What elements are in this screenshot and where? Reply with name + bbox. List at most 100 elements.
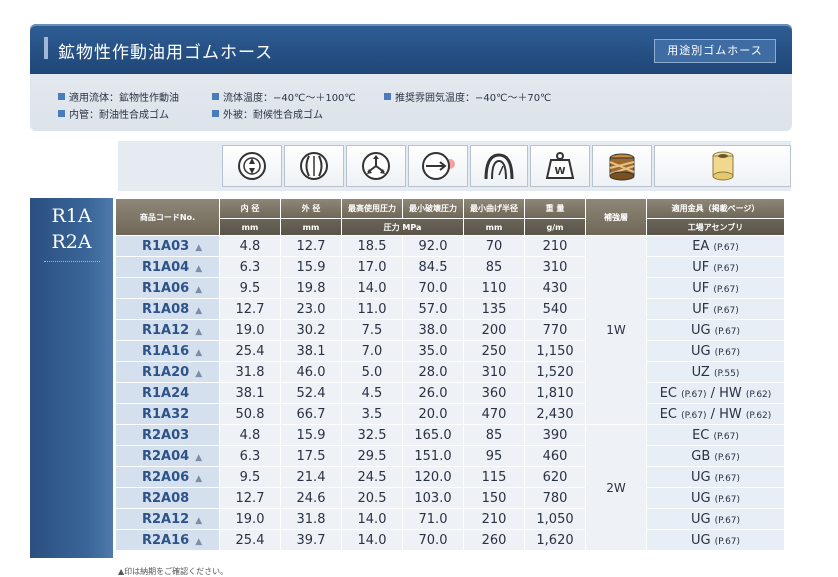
product-code[interactable]: R2A08 <box>142 490 190 506</box>
bullet-icon <box>212 110 219 117</box>
series-label-r2a: R2A <box>51 231 92 253</box>
product-code[interactable]: R2A03 <box>142 427 190 443</box>
fitting-page-ref[interactable]: (P.67) <box>713 284 739 295</box>
product-code[interactable]: R1A12 <box>142 322 190 338</box>
header-max-pressure: 最高使用圧力 <box>342 199 402 218</box>
fitting-page-ref[interactable]: (P.67) <box>714 515 741 526</box>
fitting-page-ref[interactable]: (P.67) <box>713 305 739 316</box>
table-row[interactable]: R1A24 38.1 52.4 4.5 26.0 360 1,810 EC (P.67) / … <box>116 383 784 403</box>
fitting-page-ref[interactable]: (P.62) <box>745 389 772 400</box>
table-row[interactable]: R1A03 ▲ 4.8 12.7 18.5 92.0 70 210 1W EA (P.67) <box>116 236 784 424</box>
max-pressure-cell: 20.5 <box>342 488 402 508</box>
spec-item: 外被：耐候性合成ゴム <box>212 106 323 121</box>
fitting-page-ref[interactable]: (P.67) <box>714 347 741 358</box>
unit-bend: mm <box>464 219 524 235</box>
min-burst-cell: 71.0 <box>403 509 463 529</box>
fitting-page-ref[interactable]: (P.67) <box>713 431 739 442</box>
weight-cell: 540 <box>525 299 585 319</box>
product-code-cell[interactable]: R1A03 ▲ <box>116 236 219 256</box>
product-code-cell[interactable]: R1A06 ▲ <box>116 278 219 298</box>
fitting-cell: UG (P.67) <box>647 530 784 550</box>
table-row[interactable]: R2A16 ▲ 25.4 39.7 14.0 70.0 260 1,620 UG (P.67) <box>116 530 784 550</box>
product-code[interactable]: R2A12 <box>142 511 190 527</box>
table-row[interactable]: R1A20 ▲ 31.8 46.0 5.0 28.0 310 1,520 UZ (P.55) <box>116 362 784 382</box>
weight-cell: 430 <box>525 278 585 298</box>
weight-cell: 1,620 <box>525 530 585 550</box>
product-code[interactable]: R1A32 <box>142 406 190 422</box>
product-code[interactable]: R1A06 <box>142 280 190 296</box>
fitting-page-ref[interactable]: (P.67) <box>713 242 739 253</box>
product-code-cell[interactable]: R2A08 <box>116 488 219 508</box>
min-burst-cell: 26.0 <box>403 383 463 403</box>
min-bend-cell: 250 <box>464 341 524 361</box>
weight-cell: 1,150 <box>525 341 585 361</box>
product-code[interactable]: R1A03 <box>142 238 190 254</box>
hose-by-use-button[interactable]: 用途別ゴムホース <box>654 39 776 63</box>
spec-cover: 外被：耐候性合成ゴム <box>223 110 323 121</box>
inner-diameter-cell: 6.3 <box>220 257 280 277</box>
product-code[interactable]: R1A20 <box>142 364 190 380</box>
min-bend-cell: 260 <box>464 530 524 550</box>
product-code[interactable]: R1A04 <box>142 259 190 275</box>
fitting-page-ref[interactable]: (P.67) <box>714 452 740 463</box>
table-row[interactable]: R1A32 50.8 66.7 3.5 20.0 470 2,430 EC (P.67) / … <box>116 404 784 424</box>
table-row[interactable]: R1A08 ▲ 12.7 23.0 11.0 57.0 135 540 UF (P.67) <box>116 299 784 319</box>
fitting-page-ref[interactable]: (P.67) <box>714 473 741 484</box>
fitting-page-ref[interactable]: (P.62) <box>745 410 772 421</box>
product-code[interactable]: R1A16 <box>142 343 190 359</box>
table-row[interactable]: R2A08 12.7 24.6 20.5 103.0 150 780 UG (P.67) <box>116 488 784 508</box>
table-row[interactable]: R1A04 ▲ 6.3 15.9 17.0 84.5 85 310 UF (P.67) <box>116 257 784 277</box>
table-row[interactable]: R2A04 ▲ 6.3 17.5 29.5 151.0 95 460 GB (P.67) <box>116 446 784 466</box>
bullet-icon <box>58 93 65 100</box>
product-code-cell[interactable]: R1A32 <box>116 404 219 424</box>
product-code[interactable]: R2A16 <box>142 532 190 548</box>
product-code-cell[interactable]: R1A16 ▲ <box>116 341 219 361</box>
bullet-icon <box>212 93 219 100</box>
fitting-page-ref[interactable]: (P.55) <box>713 368 740 379</box>
product-code[interactable]: R1A08 <box>142 301 190 317</box>
fitting-code: EC <box>659 406 682 422</box>
weight-cell: 1,050 <box>525 509 585 529</box>
spec-ambient-temp: 推奨雰囲気温度：−40℃～＋70℃ <box>395 93 552 104</box>
product-code[interactable]: R2A04 <box>142 448 190 464</box>
lead-time-mark: ▲ <box>195 263 203 274</box>
fitting-cell: EA (P.67) <box>647 236 784 256</box>
product-code[interactable]: R2A06 <box>142 469 190 485</box>
product-code-cell[interactable]: R1A12 ▲ <box>116 320 219 340</box>
table-row[interactable]: R2A03 4.8 15.9 32.5 165.0 85 390 2W EC (P.67) <box>116 425 784 550</box>
fitting-page-ref[interactable]: (P.67) <box>681 389 707 400</box>
fitting-page-ref[interactable]: (P.67) <box>714 326 741 337</box>
product-code[interactable]: R1A24 <box>142 385 190 401</box>
fitting-cell: UF (P.67) <box>647 278 784 298</box>
fitting-page-ref[interactable]: (P.67) <box>714 536 741 547</box>
table-row[interactable]: R1A12 ▲ 19.0 30.2 7.5 38.0 200 770 UG (P.67) <box>116 320 784 340</box>
unit-outer: mm <box>281 219 341 235</box>
outer-diameter-cell: 66.7 <box>281 404 341 424</box>
lead-time-mark: ▲ <box>195 452 203 463</box>
product-code-cell[interactable]: R2A03 <box>116 425 219 445</box>
table-row[interactable]: R2A06 ▲ 9.5 21.4 24.5 120.0 115 620 UG (P.67) <box>116 467 784 487</box>
product-code-cell[interactable]: R1A24 <box>116 383 219 403</box>
fitting-code: EA <box>692 238 714 254</box>
product-code-cell[interactable]: R1A08 ▲ <box>116 299 219 319</box>
inner-diameter-cell: 9.5 <box>220 278 280 298</box>
fitting-code: GB <box>691 448 715 464</box>
inner-diameter-cell: 12.7 <box>220 488 280 508</box>
inner-diameter-cell: 50.8 <box>220 404 280 424</box>
product-code-cell[interactable]: R1A04 ▲ <box>116 257 219 277</box>
product-code-cell[interactable]: R2A04 ▲ <box>116 446 219 466</box>
header-fittings: 適用金具（掲載ページ） <box>647 199 784 218</box>
min-bend-cell: 85 <box>464 257 524 277</box>
table-row[interactable]: R1A16 ▲ 25.4 38.1 7.0 35.0 250 1,150 UG (P.67) <box>116 341 784 361</box>
product-code-cell[interactable]: R1A20 ▲ <box>116 362 219 382</box>
inner-diameter-cell: 4.8 <box>220 425 280 445</box>
product-code-cell[interactable]: R2A06 ▲ <box>116 467 219 487</box>
fitting-page-ref[interactable]: (P.67) <box>714 494 741 505</box>
product-code-cell[interactable]: R2A16 ▲ <box>116 530 219 550</box>
fitting-page-ref[interactable]: (P.67) <box>681 410 707 421</box>
table-row[interactable]: R1A06 ▲ 9.5 19.8 14.0 70.0 110 430 UF (P.67) <box>116 278 784 298</box>
min-burst-cell: 84.5 <box>403 257 463 277</box>
fitting-page-ref[interactable]: (P.67) <box>713 263 739 274</box>
table-row[interactable]: R2A12 ▲ 19.0 31.8 14.0 71.0 210 1,050 UG (P.67) <box>116 509 784 529</box>
product-code-cell[interactable]: R2A12 ▲ <box>116 509 219 529</box>
